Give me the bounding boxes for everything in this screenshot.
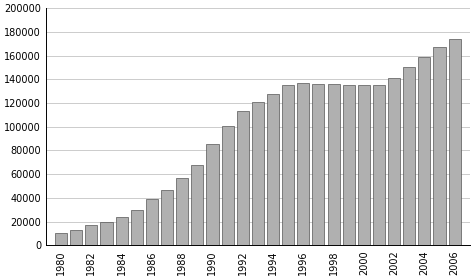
Bar <box>161 189 173 245</box>
Bar <box>419 57 430 245</box>
Bar <box>343 85 355 245</box>
Bar <box>282 85 294 245</box>
Bar <box>297 83 310 245</box>
Bar <box>55 233 67 245</box>
Bar <box>146 199 158 245</box>
Bar <box>448 39 461 245</box>
Bar <box>373 85 385 245</box>
Bar <box>328 84 340 245</box>
Bar <box>434 47 446 245</box>
Bar <box>403 68 415 245</box>
Bar <box>100 222 112 245</box>
Bar <box>237 111 249 245</box>
Bar <box>206 145 219 245</box>
Bar <box>116 217 128 245</box>
Bar <box>191 165 203 245</box>
Bar <box>388 78 400 245</box>
Bar <box>85 225 97 245</box>
Bar <box>176 178 188 245</box>
Bar <box>358 85 370 245</box>
Bar <box>221 126 234 245</box>
Bar <box>252 102 264 245</box>
Bar <box>131 210 143 245</box>
Bar <box>267 93 279 245</box>
Bar <box>70 230 82 245</box>
Bar <box>312 84 325 245</box>
